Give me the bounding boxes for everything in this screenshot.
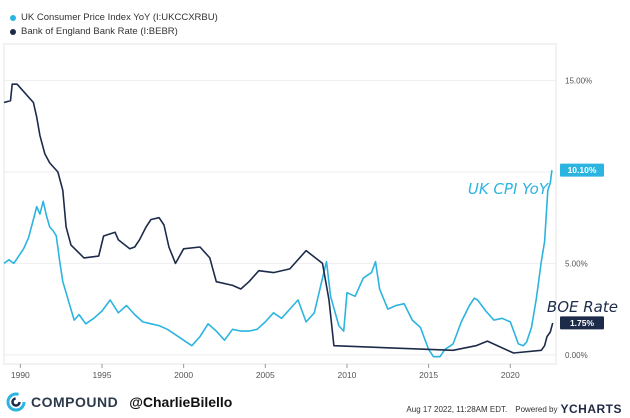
- value-labels: 10.10% 1.75%: [560, 163, 604, 330]
- x-tick-label: 2010: [337, 370, 356, 380]
- brand-name: COMPOUND: [31, 394, 119, 410]
- line-chart: 1990 1995 2000 2005 2010 2015 2020 0.00%5.00%1…: [3, 43, 618, 380]
- legend-item-boe[interactable]: Bank of England Bank Rate (I:BEBR): [10, 25, 218, 39]
- legend-dot-cpi: [10, 15, 16, 21]
- last-value-label-boe: 1.75%: [570, 318, 595, 328]
- powered-by: Powered by YCHARTS: [515, 402, 622, 416]
- plot-border: [3, 43, 557, 365]
- annotation-cpi: UK CPI YoY: [468, 180, 550, 198]
- series-line-cpi: [3, 170, 553, 358]
- legend-label-boe: Bank of England Bank Rate (I:BEBR): [21, 26, 178, 37]
- compound-logo-icon: [6, 392, 26, 412]
- annotation-boe: BOE Rate: [547, 298, 618, 316]
- legend-dot-boe: [10, 29, 16, 35]
- grid: [4, 80, 556, 356]
- x-axis: 1990 1995 2000 2005 2010 2015 2020: [11, 364, 520, 380]
- x-tick-label: 2020: [501, 370, 520, 380]
- chart-meta: Aug 17 2022, 11:28AM EDT. Powered by YCH…: [406, 402, 622, 416]
- last-value-label-cpi: 10.10%: [568, 165, 597, 175]
- x-tick-label: 1990: [11, 370, 30, 380]
- twitter-handle: @CharlieBilello: [129, 394, 233, 410]
- legend-label-cpi: UK Consumer Price Index YoY (I:UKCCXRBU): [21, 12, 218, 23]
- timestamp: Aug 17 2022, 11:28AM EDT.: [406, 404, 508, 414]
- last-value-badge-boe: [560, 316, 604, 330]
- last-value-badge-cpi: [560, 163, 604, 177]
- legend: UK Consumer Price Index YoY (I:UKCCXRBU)…: [10, 11, 218, 39]
- x-tick-label: 1995: [93, 370, 112, 380]
- y-tick-label: 0.00%: [565, 351, 588, 360]
- y-tick-label: 15.00%: [565, 77, 592, 86]
- x-tick-label: 2005: [256, 370, 275, 380]
- ycharts-logo[interactable]: YCHARTS: [560, 402, 622, 416]
- series-line-boe: [3, 83, 554, 354]
- legend-item-cpi[interactable]: UK Consumer Price Index YoY (I:UKCCXRBU): [10, 11, 218, 25]
- powered-by-label: Powered by: [515, 404, 558, 414]
- footer: COMPOUND @CharlieBilello Aug 17 2022, 11…: [0, 384, 630, 418]
- y-tick-label: 5.00%: [565, 259, 588, 268]
- x-tick-label: 2015: [419, 370, 438, 380]
- series-layer: [3, 83, 554, 358]
- brand: COMPOUND @CharlieBilello: [6, 392, 232, 412]
- plot-frame: [3, 43, 557, 365]
- x-tick-label: 2000: [174, 370, 193, 380]
